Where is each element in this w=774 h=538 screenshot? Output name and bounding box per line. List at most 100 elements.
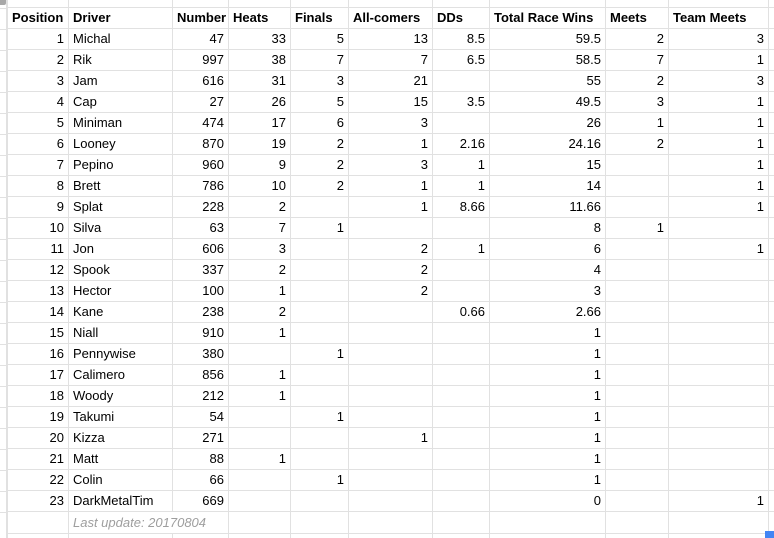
cell[interactable] [290,364,349,386]
cell[interactable] [290,490,349,512]
cell[interactable] [605,364,669,386]
cell[interactable] [348,406,433,428]
cell[interactable]: 3.5 [432,91,490,113]
cell[interactable]: 2 [348,259,433,281]
cell[interactable] [228,343,291,365]
cell[interactable]: 10 [7,217,69,239]
cell[interactable]: 2.66 [489,301,606,323]
cell[interactable] [228,490,291,512]
cell[interactable] [605,259,669,281]
cell[interactable]: 2 [228,196,291,218]
cell[interactable] [605,196,669,218]
column-header-all-comers[interactable]: All-comers [348,7,433,29]
cell[interactable] [668,406,769,428]
cell[interactable] [348,490,433,512]
cell[interactable] [432,427,490,449]
cell[interactable] [348,511,433,534]
cell[interactable]: 26 [489,112,606,134]
cell[interactable]: 8 [489,217,606,239]
cell[interactable]: 5 [7,112,69,134]
cell[interactable]: 10 [228,175,291,197]
cell[interactable]: 1 [668,196,769,218]
cell[interactable]: 1 [489,448,606,470]
cell[interactable]: 3 [228,238,291,260]
cell[interactable] [668,280,769,302]
cell[interactable]: 1 [668,49,769,71]
cell[interactable]: 2 [605,28,669,50]
cell[interactable]: 337 [172,259,229,281]
cell[interactable]: 7 [605,49,669,71]
cell[interactable]: 1 [290,469,349,491]
cell[interactable]: 20 [7,427,69,449]
cell[interactable] [348,385,433,407]
cell[interactable]: Michal [68,28,173,50]
cell[interactable]: Pepino [68,154,173,176]
cell[interactable] [348,322,433,344]
cell[interactable]: Woody [68,385,173,407]
cell[interactable]: 1 [668,91,769,113]
cell[interactable]: 6 [290,112,349,134]
cell[interactable]: 21 [348,70,433,92]
cell[interactable]: 23 [7,490,69,512]
cell[interactable] [605,343,669,365]
cell[interactable]: 1 [668,133,769,155]
cell[interactable]: 8 [7,175,69,197]
cell[interactable]: 856 [172,364,229,386]
cell[interactable]: 6 [7,133,69,155]
column-header-dds[interactable]: DDs [432,7,490,29]
cell[interactable] [605,280,669,302]
cell[interactable]: 2 [290,154,349,176]
cell[interactable]: 19 [7,406,69,428]
cell[interactable]: Cap [68,91,173,113]
cell[interactable]: 54 [172,406,229,428]
cell[interactable] [668,217,769,239]
cell[interactable]: 1 [489,427,606,449]
cell[interactable]: 4 [7,91,69,113]
cell[interactable]: Niall [68,322,173,344]
cell[interactable] [290,238,349,260]
cell[interactable]: 14 [7,301,69,323]
cell[interactable] [432,112,490,134]
cell[interactable]: 3 [348,112,433,134]
cell[interactable]: 271 [172,427,229,449]
cell[interactable]: Spook [68,259,173,281]
cell[interactable]: 13 [7,280,69,302]
cell[interactable]: 3 [668,70,769,92]
cell[interactable]: 1 [290,406,349,428]
cell[interactable] [605,427,669,449]
cell[interactable]: 1 [489,406,606,428]
cell[interactable]: 1 [228,364,291,386]
cell[interactable] [668,427,769,449]
cell[interactable]: 7 [348,49,433,71]
cell[interactable] [605,322,669,344]
cell[interactable] [605,511,669,534]
cell[interactable]: 1 [228,385,291,407]
cell[interactable]: 1 [348,175,433,197]
column-header-finals[interactable]: Finals [290,7,349,29]
cell[interactable]: 8.5 [432,28,490,50]
cell[interactable] [348,448,433,470]
cell[interactable]: 2 [348,280,433,302]
cell[interactable] [348,217,433,239]
cell[interactable]: 1 [348,427,433,449]
cell[interactable] [668,322,769,344]
cell[interactable]: 1 [489,385,606,407]
cell[interactable]: 14 [489,175,606,197]
cell[interactable] [290,427,349,449]
cell[interactable] [605,175,669,197]
cell[interactable] [668,259,769,281]
cell[interactable]: 1 [668,154,769,176]
cell[interactable] [605,469,669,491]
cell[interactable]: 1 [605,217,669,239]
cell[interactable] [668,343,769,365]
cell[interactable]: 1 [290,343,349,365]
cell[interactable] [290,301,349,323]
cell[interactable] [668,469,769,491]
cell[interactable] [228,427,291,449]
cell[interactable]: 786 [172,175,229,197]
cell[interactable] [290,196,349,218]
cell[interactable] [605,406,669,428]
cell[interactable]: 17 [7,364,69,386]
column-header-driver[interactable]: Driver [68,7,173,29]
cell[interactable]: Colin [68,469,173,491]
